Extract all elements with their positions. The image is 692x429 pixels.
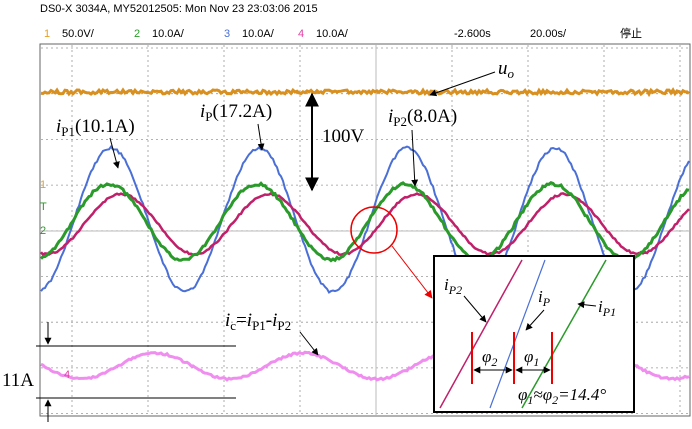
header: DS0-X 3034A, MY52012505: Mon Nov 23 23:0…: [40, 3, 642, 40]
marker: 4: [64, 369, 70, 381]
marker: 1: [40, 179, 46, 191]
channel-num: 3: [224, 28, 230, 40]
channel-scale: 10.0A/: [316, 28, 349, 40]
marker: 2: [40, 225, 46, 237]
marker: T: [40, 201, 47, 213]
inset: iP2 iP iP1 φ2 φ1 φ1≈φ2=14.4°: [434, 256, 634, 412]
timebase: 20.00s/: [530, 28, 567, 40]
channel-num: 4: [298, 28, 304, 40]
scope-figure: DS0-X 3034A, MY52012505: Mon Nov 23 23:0…: [0, 0, 692, 429]
header-title: DS0-X 3034A, MY52012505: Mon Nov 23 23:0…: [40, 3, 318, 15]
channel-scale: 10.0A/: [152, 28, 185, 40]
status: 停止: [620, 26, 642, 40]
delay: -2.600s: [454, 28, 491, 40]
label-volt: 100V: [322, 126, 365, 147]
channel-num: 1: [44, 28, 50, 40]
channel-scale: 10.0A/: [242, 28, 275, 40]
label-amp: 11A: [2, 370, 34, 391]
channel-num: 2: [134, 28, 140, 40]
channel-scale: 50.0V/: [62, 28, 95, 40]
